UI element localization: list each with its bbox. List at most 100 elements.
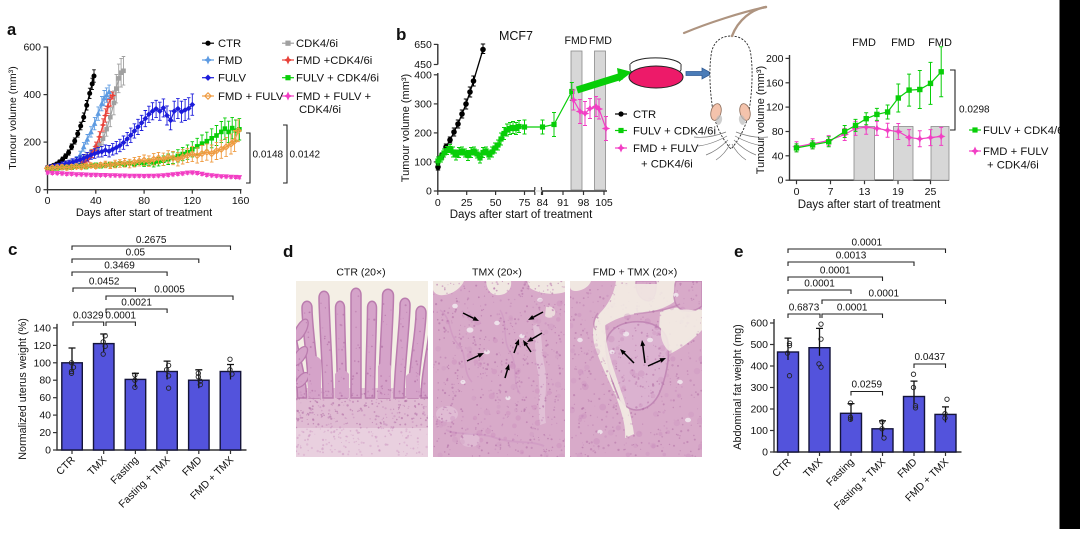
svg-text:e: e [734,242,743,261]
svg-text:160: 160 [766,77,784,89]
svg-text:91: 91 [557,197,569,209]
svg-text:0.0001: 0.0001 [852,238,883,249]
svg-text:MCF7: MCF7 [499,29,533,43]
svg-text:FMD +CDK4/6i: FMD +CDK4/6i [296,55,372,67]
svg-text:40: 40 [772,150,784,162]
svg-text:200: 200 [414,127,432,139]
svg-text:25: 25 [461,197,473,209]
svg-text:0.6873: 0.6873 [789,303,820,314]
svg-text:50: 50 [490,197,502,209]
svg-text:0.0001: 0.0001 [105,311,136,322]
svg-text:0: 0 [435,197,441,209]
svg-text:450: 450 [414,59,432,71]
svg-text:200: 200 [766,53,784,65]
svg-text:+ CDK4/6i: + CDK4/6i [641,159,693,171]
svg-text:300: 300 [414,98,432,110]
svg-text:c: c [8,240,17,259]
svg-text:20: 20 [39,427,51,439]
svg-text:0.0021: 0.0021 [121,298,152,309]
svg-text:CDK4/6i: CDK4/6i [299,104,341,116]
svg-text:200: 200 [750,404,768,416]
svg-text:a: a [7,21,17,39]
svg-text:0: 0 [794,186,800,198]
svg-text:FMD: FMD [891,37,915,49]
svg-text:CDK4/6i: CDK4/6i [296,38,338,50]
svg-text:120: 120 [766,102,784,114]
svg-text:600: 600 [750,318,768,330]
svg-text:b: b [396,25,406,44]
svg-text:Normalized uterus weight (%): Normalized uterus weight (%) [17,318,29,460]
svg-text:0: 0 [762,447,768,459]
svg-text:13: 13 [859,186,871,198]
svg-text:40: 40 [39,410,51,422]
svg-text:80: 80 [39,375,51,387]
svg-text:0.0142: 0.0142 [290,150,321,161]
svg-text:FULV + CDK4/6i: FULV + CDK4/6i [633,126,716,138]
svg-text:0.0005: 0.0005 [154,285,185,296]
svg-text:FULV + CDK4/6i: FULV + CDK4/6i [983,125,1066,137]
svg-text:FULV + CDK4/6i: FULV + CDK4/6i [296,73,379,85]
svg-text:0.0001: 0.0001 [869,289,900,300]
svg-text:Abdominal fat weight (mg): Abdominal fat weight (mg) [732,324,744,449]
svg-text:0.0001: 0.0001 [837,303,868,314]
svg-text:105: 105 [595,197,613,209]
svg-text:400: 400 [414,69,432,81]
svg-text:0.0013: 0.0013 [836,251,867,262]
svg-text:100: 100 [414,156,432,168]
svg-text:75: 75 [519,197,531,209]
svg-text:FMD: FMD [218,55,242,67]
svg-text:0.05: 0.05 [126,248,146,259]
svg-text:FMD: FMD [565,35,588,47]
svg-text:120: 120 [33,340,51,352]
svg-text:+ CDK4/6i: + CDK4/6i [987,160,1039,172]
svg-text:CTR (20×): CTR (20×) [336,267,385,279]
svg-text:0: 0 [35,184,41,196]
svg-text:FMD: FMD [589,35,612,47]
svg-text:FMD + FULV +: FMD + FULV + [296,91,372,103]
svg-text:FMD + TMX (20×): FMD + TMX (20×) [593,267,677,279]
svg-text:80: 80 [138,195,150,207]
svg-text:98: 98 [578,197,590,209]
svg-text:Tumour volume (mm³): Tumour volume (mm³) [755,66,767,174]
svg-text:0: 0 [45,195,51,207]
svg-text:140: 140 [33,322,51,334]
svg-text:0.2675: 0.2675 [136,235,167,246]
svg-text:84: 84 [537,197,549,209]
svg-text:Days after start of treatment: Days after start of treatment [798,199,941,211]
svg-text:Tumour volume (mm³): Tumour volume (mm³) [400,74,412,182]
svg-text:0: 0 [45,445,51,457]
svg-text:Days after start of treatment: Days after start of treatment [450,209,593,221]
svg-text:60: 60 [39,392,51,404]
svg-text:Days after start of treatment: Days after start of treatment [76,207,212,219]
svg-text:120: 120 [184,195,202,207]
svg-text:CTR: CTR [633,109,656,121]
svg-text:FMD + FULV: FMD + FULV [218,91,284,103]
svg-text:0.0452: 0.0452 [89,277,120,288]
svg-text:CTR: CTR [218,38,241,50]
svg-text:80: 80 [772,126,784,138]
svg-text:FMD + FULV: FMD + FULV [633,143,699,155]
svg-text:0.0329: 0.0329 [73,311,104,322]
svg-text:FMD + FULV: FMD + FULV [983,146,1049,158]
svg-text:0: 0 [778,175,784,187]
svg-text:0.0259: 0.0259 [852,380,883,391]
svg-text:0.0001: 0.0001 [804,279,835,290]
svg-text:0.0001: 0.0001 [820,266,851,277]
svg-text:0.0298: 0.0298 [959,105,990,116]
svg-text:300: 300 [750,382,768,394]
svg-text:0.3469: 0.3469 [104,261,135,272]
svg-text:Tumour volume (mm³): Tumour volume (mm³) [7,66,19,169]
svg-text:500: 500 [750,339,768,351]
svg-text:25: 25 [925,186,937,198]
svg-text:40: 40 [90,195,102,207]
svg-text:100: 100 [750,425,768,437]
svg-text:0.0437: 0.0437 [915,352,946,363]
svg-text:0.0148: 0.0148 [253,150,284,161]
svg-text:d: d [283,242,293,261]
svg-text:600: 600 [23,42,41,54]
svg-text:650: 650 [414,39,432,51]
svg-text:400: 400 [23,89,41,101]
svg-text:19: 19 [892,186,904,198]
svg-text:FULV: FULV [218,73,247,85]
svg-text:200: 200 [23,137,41,149]
